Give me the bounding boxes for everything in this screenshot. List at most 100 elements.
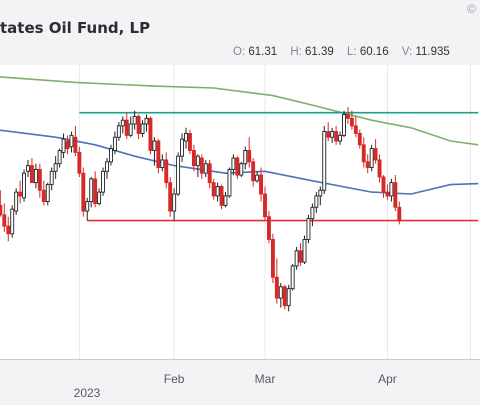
candle — [219, 184, 224, 210]
candle-body-down — [235, 157, 240, 176]
candle — [385, 184, 390, 200]
candle-body-up — [85, 201, 90, 212]
candle — [314, 192, 319, 213]
candle-body-up — [120, 119, 125, 127]
candle-body-up — [231, 157, 236, 170]
candle-body-down — [349, 117, 354, 127]
candle — [10, 205, 15, 238]
copyright-icon: © — [467, 2, 476, 16]
candle — [22, 169, 26, 202]
candle-body-down — [81, 172, 86, 212]
candle — [211, 178, 216, 200]
long-moving-average-line — [0, 76, 479, 146]
candle — [255, 171, 260, 183]
candle — [302, 235, 307, 265]
candle — [365, 154, 370, 174]
candle-body-down — [211, 182, 216, 197]
candle-body-up — [152, 140, 157, 151]
candle-body-down — [259, 174, 263, 195]
candle — [270, 233, 275, 283]
time-axis: Feb Mar Apr 2023 — [0, 359, 480, 405]
candle-body-up — [57, 150, 62, 165]
candle — [223, 192, 228, 208]
candle-body-down — [207, 163, 212, 184]
candle-body-down — [18, 191, 23, 197]
candle — [132, 110, 137, 130]
candle — [18, 180, 23, 204]
candle — [164, 152, 169, 189]
candle — [73, 125, 78, 157]
candle-body-up — [286, 288, 291, 307]
candle-body-down — [326, 131, 331, 138]
candle-body-down — [361, 144, 366, 163]
candle — [0, 190, 3, 217]
candle-body-down — [270, 238, 275, 278]
candle-body-down — [30, 165, 34, 184]
candle — [306, 214, 311, 244]
candle — [298, 243, 303, 266]
candle — [274, 258, 279, 304]
candle — [101, 167, 106, 196]
candle-body-down — [124, 119, 129, 136]
candle — [144, 114, 149, 132]
low-value: 60.16 — [359, 46, 389, 58]
candle — [203, 159, 208, 177]
candle — [26, 159, 30, 177]
candle-body-up — [314, 195, 319, 208]
candle-body-up — [184, 133, 188, 142]
candle — [290, 264, 295, 291]
candle — [152, 137, 157, 166]
candle-body-up — [140, 123, 145, 134]
candles-layer — [0, 106, 402, 312]
candle — [105, 158, 109, 179]
candle-body-down — [73, 136, 78, 153]
candle — [235, 156, 240, 179]
candle-body-up — [26, 165, 30, 172]
candle — [397, 201, 402, 225]
candle-body-up — [69, 134, 74, 148]
candle-body-up — [45, 184, 50, 203]
candle — [322, 125, 327, 195]
candle — [14, 188, 19, 215]
candle — [2, 203, 7, 232]
candle — [61, 133, 66, 159]
candle — [45, 182, 50, 206]
candle-body-up — [112, 136, 117, 151]
candle — [389, 178, 394, 202]
candle-body-up — [215, 185, 220, 197]
candle — [124, 112, 129, 140]
candle-body-up — [290, 265, 295, 290]
candle-body-down — [263, 193, 267, 218]
candle-body-down — [346, 114, 350, 119]
candle-body-up — [33, 168, 38, 184]
candle-body-up — [132, 115, 137, 125]
candle — [184, 127, 188, 149]
candle — [373, 139, 378, 164]
price-plot-area[interactable] — [0, 65, 480, 359]
candle — [33, 163, 38, 189]
candle-body-up — [10, 208, 15, 235]
time-tick-label: Apr — [378, 372, 397, 386]
candle-body-down — [6, 225, 11, 235]
candle-body-down — [0, 204, 3, 216]
candle — [294, 247, 299, 270]
candle — [112, 131, 117, 155]
candle — [108, 144, 113, 166]
candle — [267, 211, 271, 244]
candle-body-down — [274, 276, 279, 299]
time-tick-label: Feb — [163, 372, 185, 386]
candle-body-up — [330, 131, 335, 138]
candle-body-down — [168, 182, 173, 212]
candle-body-up — [322, 131, 327, 191]
candle-body-down — [219, 185, 224, 206]
candle — [243, 146, 248, 170]
candle-body-up — [101, 170, 106, 193]
candle — [338, 131, 342, 145]
candle-body-up — [338, 134, 342, 142]
time-tick-label: Mar — [254, 372, 276, 386]
candle-body-down — [191, 150, 196, 167]
candle — [168, 176, 173, 217]
horizontal-levels-layer — [79, 111, 479, 222]
candle — [156, 139, 161, 174]
price-chart-svg[interactable] — [0, 65, 480, 359]
